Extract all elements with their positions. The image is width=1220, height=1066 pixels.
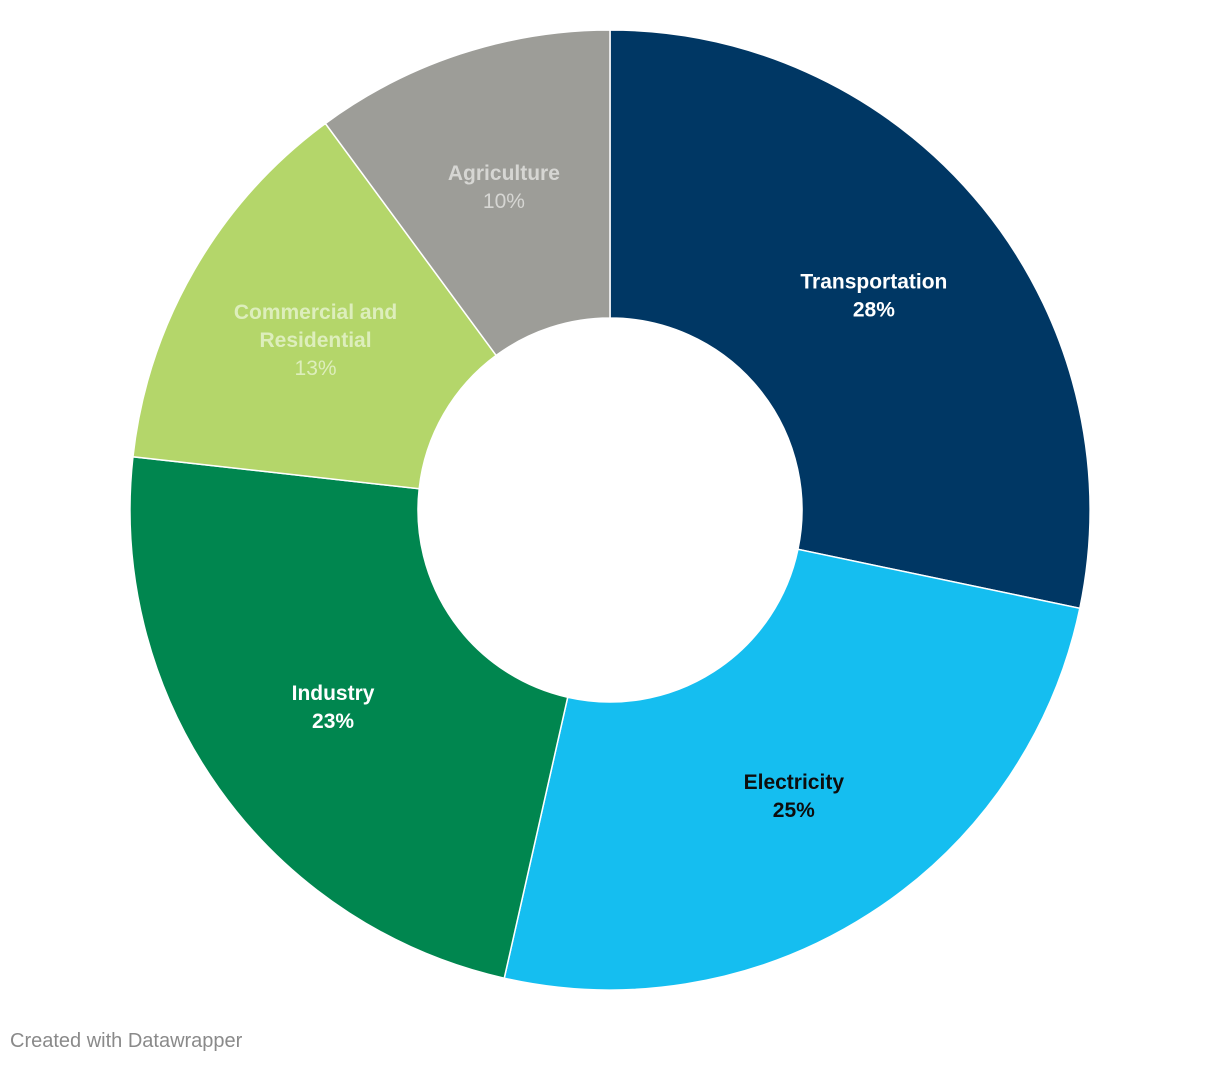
slice-label-industry: Industry 23% bbox=[292, 682, 375, 733]
slice-name: Electricity bbox=[744, 771, 845, 794]
slice-name: Transportation bbox=[800, 271, 947, 294]
slice-label-transportation: Transportation 28% bbox=[800, 271, 947, 322]
donut-slices bbox=[129, 29, 1091, 991]
slice-agriculture bbox=[324, 29, 611, 357]
slice-value: 28% bbox=[853, 299, 895, 322]
slice-value: 25% bbox=[773, 799, 815, 822]
slice-name: Industry bbox=[292, 682, 375, 705]
slice-commercial-and-residential bbox=[132, 122, 498, 490]
slice-value: 10% bbox=[483, 190, 525, 213]
slice-transportation bbox=[609, 29, 1091, 610]
slice-label-electricity: Electricity 25% bbox=[744, 771, 845, 822]
slice-electricity bbox=[503, 548, 1081, 991]
slice-value: 13% bbox=[295, 357, 337, 380]
slice-value: 23% bbox=[312, 710, 354, 733]
slice-industry bbox=[129, 455, 569, 980]
slice-name: Commercial and bbox=[234, 301, 397, 324]
slice-name: Residential bbox=[260, 329, 372, 352]
slice-labels: Transportation 28% Electricity 25% Industry 2… bbox=[234, 162, 948, 822]
slice-label-commercial-and-residential: Commercial and Residential 13% bbox=[234, 301, 397, 380]
slice-name: Agriculture bbox=[448, 162, 560, 185]
slice-label-agriculture: Agriculture 10% bbox=[448, 162, 560, 213]
credit-text: Created with Datawrapper bbox=[10, 1030, 243, 1052]
